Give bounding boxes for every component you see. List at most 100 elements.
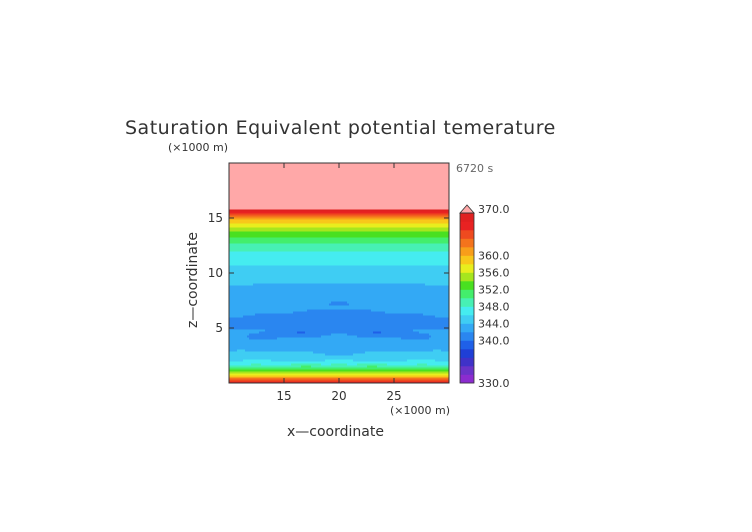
heatmap-cell bbox=[347, 347, 350, 350]
heatmap-cell bbox=[317, 353, 320, 356]
heatmap-cell bbox=[245, 359, 248, 362]
heatmap-cell bbox=[245, 361, 248, 364]
heatmap-cell bbox=[303, 371, 306, 374]
heatmap-cell bbox=[267, 369, 270, 372]
heatmap-cell bbox=[439, 359, 442, 362]
heatmap-cell bbox=[377, 379, 380, 382]
heatmap-cell bbox=[429, 361, 432, 364]
heatmap-cell bbox=[371, 357, 374, 360]
heatmap-cell bbox=[411, 379, 414, 382]
heatmap-cell bbox=[231, 359, 234, 362]
heatmap-cell bbox=[249, 373, 252, 376]
heatmap-cell bbox=[289, 363, 292, 366]
heatmap-cell bbox=[369, 365, 372, 368]
heatmap-cell bbox=[415, 351, 418, 354]
heatmap-cell bbox=[367, 359, 370, 362]
heatmap-cell bbox=[403, 365, 406, 368]
heatmap-cell bbox=[271, 377, 274, 380]
heatmap-cell bbox=[295, 355, 298, 358]
heatmap-cell bbox=[393, 349, 396, 352]
heatmap-cell bbox=[383, 371, 386, 374]
heatmap-cell bbox=[393, 359, 396, 362]
heatmap-cell bbox=[407, 361, 410, 364]
heatmap-cell bbox=[413, 367, 416, 370]
heatmap-cell bbox=[345, 351, 348, 354]
heatmap-cell bbox=[375, 363, 378, 366]
heatmap-cell bbox=[369, 361, 372, 364]
heatmap-cell bbox=[441, 357, 444, 360]
heatmap-cell bbox=[345, 363, 348, 366]
heatmap-cell bbox=[405, 363, 408, 366]
heatmap-cell bbox=[393, 363, 396, 366]
heatmap-cell bbox=[361, 371, 364, 374]
heatmap-cell bbox=[339, 359, 342, 362]
heatmap-cell bbox=[431, 371, 434, 374]
heatmap-cell bbox=[447, 377, 450, 380]
heatmap-cell bbox=[321, 367, 324, 370]
heatmap-cell bbox=[421, 381, 424, 384]
heatmap-cell bbox=[299, 357, 302, 360]
heatmap-cell bbox=[231, 377, 234, 380]
heatmap-cell bbox=[417, 349, 420, 352]
heatmap-cell bbox=[301, 347, 304, 350]
heatmap-cell bbox=[359, 353, 362, 356]
heatmap-cell bbox=[287, 369, 290, 372]
heatmap-cell bbox=[229, 367, 232, 370]
heatmap-cell bbox=[365, 371, 368, 374]
heatmap-cell bbox=[361, 375, 364, 378]
heatmap-cell bbox=[317, 377, 320, 380]
heatmap-cell bbox=[319, 367, 322, 370]
heatmap-cell bbox=[405, 353, 408, 356]
heatmap-cell bbox=[405, 379, 408, 382]
heatmap-cell bbox=[347, 367, 350, 370]
heatmap-cell bbox=[373, 355, 376, 358]
heatmap-cell bbox=[435, 369, 438, 372]
heatmap-cell bbox=[259, 379, 262, 382]
heatmap-cell bbox=[337, 377, 340, 380]
heatmap-cell bbox=[365, 377, 368, 380]
heatmap-cell bbox=[443, 363, 446, 366]
heatmap-cell bbox=[397, 379, 400, 382]
heatmap-cell bbox=[313, 373, 316, 376]
heatmap-cell bbox=[255, 355, 258, 358]
heatmap-cell bbox=[347, 381, 350, 384]
heatmap-cell bbox=[293, 359, 296, 362]
heatmap-cell bbox=[257, 353, 260, 356]
heatmap-cell bbox=[229, 353, 232, 356]
heatmap-cell bbox=[317, 355, 320, 358]
heatmap-cell bbox=[439, 361, 442, 364]
heatmap-cell bbox=[339, 371, 342, 374]
heatmap-cell bbox=[299, 371, 302, 374]
heatmap-cell bbox=[271, 371, 274, 374]
heatmap-cell bbox=[355, 379, 358, 382]
heatmap-cell bbox=[399, 359, 402, 362]
heatmap-cell bbox=[417, 365, 420, 368]
heatmap-cell bbox=[391, 377, 394, 380]
heatmap-cell bbox=[433, 353, 436, 356]
heatmap-cell bbox=[401, 353, 404, 356]
heatmap-cell bbox=[357, 347, 360, 350]
heatmap-cell bbox=[409, 363, 412, 366]
heatmap-cell bbox=[401, 375, 404, 378]
heatmap-cell bbox=[285, 373, 288, 376]
heatmap-cell bbox=[255, 377, 258, 380]
heatmap-cell bbox=[377, 367, 380, 370]
heatmap-cell bbox=[349, 353, 352, 356]
heatmap-cell bbox=[325, 373, 328, 376]
heatmap-cell bbox=[317, 359, 320, 362]
heatmap-cell bbox=[251, 353, 254, 356]
heatmap-cell bbox=[443, 373, 446, 376]
heatmap-cell bbox=[273, 365, 276, 368]
heatmap-cell bbox=[265, 359, 268, 362]
heatmap-cell bbox=[397, 363, 400, 366]
heatmap-cell bbox=[347, 373, 350, 376]
heatmap-cell bbox=[409, 359, 412, 362]
heatmap-cell bbox=[253, 371, 256, 374]
heatmap-cell bbox=[363, 357, 366, 360]
heatmap-cell bbox=[243, 349, 246, 352]
heatmap-cell bbox=[325, 353, 328, 356]
heatmap-cell bbox=[291, 361, 294, 364]
heatmap-cell bbox=[409, 349, 412, 352]
heatmap-cell bbox=[263, 361, 266, 364]
heatmap-cell bbox=[255, 363, 258, 366]
